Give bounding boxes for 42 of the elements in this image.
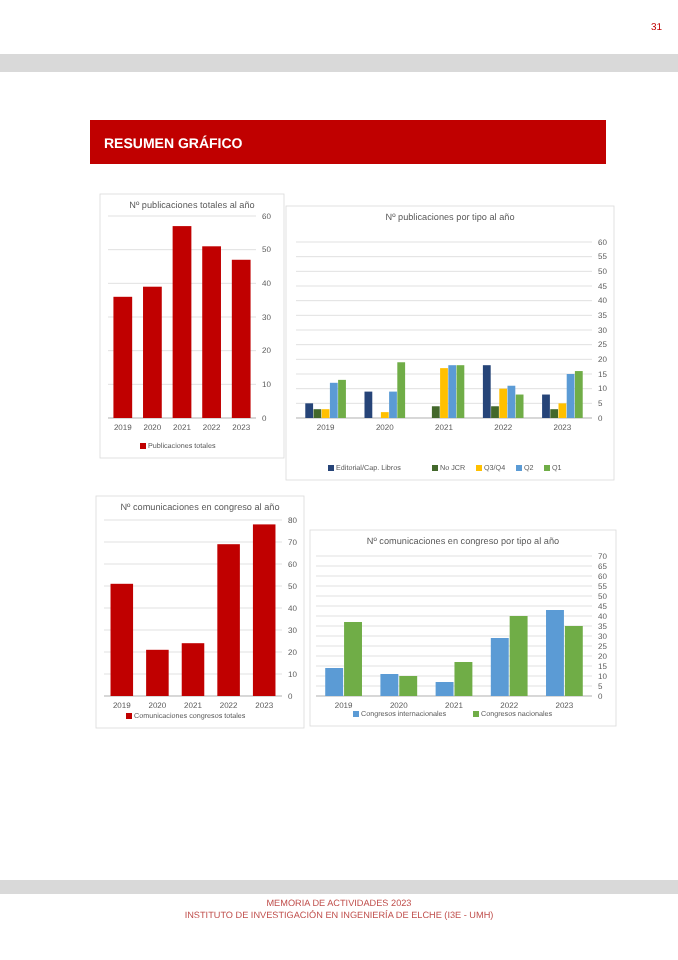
bar [110, 583, 134, 696]
bar [364, 391, 373, 418]
bar [181, 643, 205, 696]
bar [329, 382, 338, 418]
bar [491, 406, 499, 418]
bar [305, 403, 314, 418]
bar [344, 622, 362, 696]
bar [499, 388, 508, 418]
bar [546, 610, 564, 696]
bar [448, 365, 457, 418]
bar [456, 365, 465, 418]
bar [542, 394, 550, 418]
bar [399, 676, 418, 696]
bar [113, 296, 133, 418]
bar [566, 374, 575, 418]
bar [435, 682, 454, 696]
bar [482, 365, 491, 418]
bar [313, 409, 322, 418]
bar [338, 379, 346, 418]
bar [440, 368, 448, 418]
bar [380, 674, 399, 696]
bar [515, 394, 524, 418]
bar [325, 668, 344, 696]
bar [231, 259, 251, 418]
bar [217, 544, 240, 696]
bar [431, 406, 440, 418]
bar [564, 626, 583, 696]
bar [172, 226, 192, 418]
bar [321, 409, 330, 418]
bar [389, 391, 397, 418]
bar [143, 286, 162, 418]
bar [202, 246, 221, 418]
bar [574, 371, 583, 418]
bar [558, 403, 567, 418]
bar [146, 649, 169, 696]
bar [490, 638, 509, 696]
bar [252, 524, 276, 696]
bar [397, 362, 406, 418]
bar [509, 616, 528, 696]
bar [550, 409, 559, 418]
bar [454, 662, 473, 696]
bar [380, 412, 389, 418]
